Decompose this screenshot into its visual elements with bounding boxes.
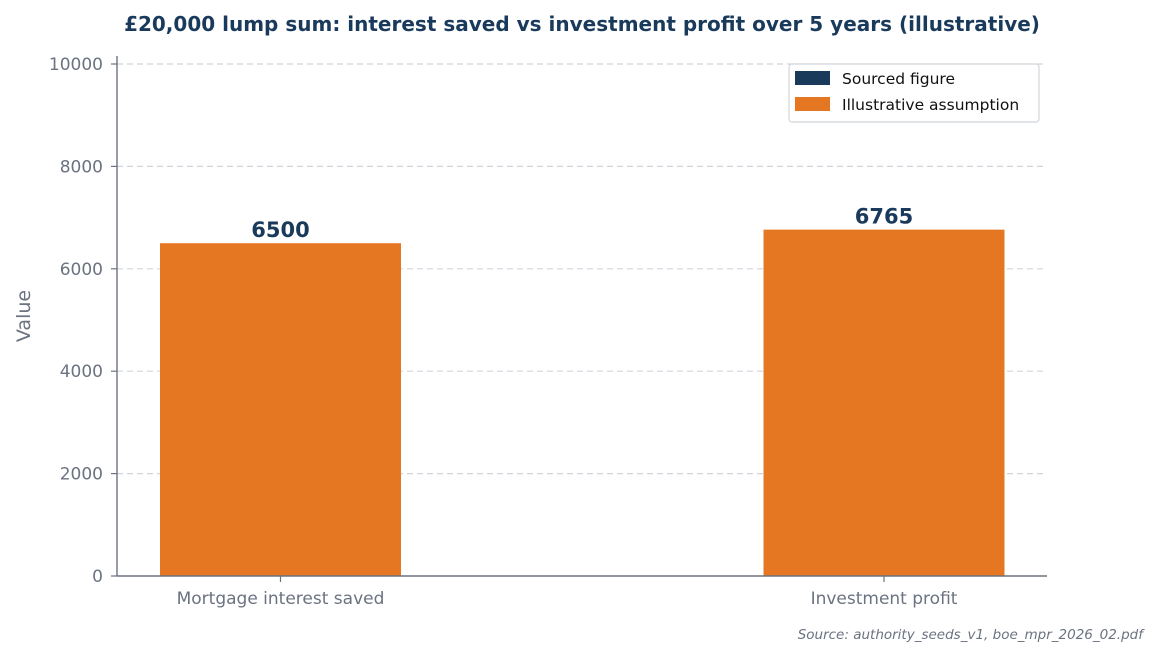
bar-0 (160, 243, 401, 576)
axes (116, 56, 1047, 577)
x-tick-label-0: Mortgage interest saved (177, 589, 385, 609)
y-tick-label-2: 4000 (60, 362, 103, 382)
source-note: Source: authority_seeds_v1, boe_mpr_2026… (798, 627, 1146, 643)
data-labels: 6500 6765 (251, 205, 913, 243)
y-ticks: 0 2000 4000 6000 8000 10000 (49, 55, 117, 587)
y-tick-label-5: 10000 (49, 55, 103, 75)
y-axis-label: Value (13, 290, 35, 342)
legend-label-sourced: Sourced figure (842, 70, 955, 88)
y-tick-label-1: 2000 (60, 465, 103, 485)
legend: Sourced figure Illustrative assumption (788, 63, 1040, 123)
legend-swatch-illustrative (795, 97, 830, 111)
y-tick-label-0: 0 (92, 567, 103, 587)
x-tick-label-1: Investment profit (811, 589, 958, 609)
data-label-0: 6500 (251, 218, 309, 242)
y-tick-label-4: 8000 (60, 157, 103, 177)
y-tick-label-3: 6000 (60, 260, 103, 280)
x-ticks: Mortgage interest saved Investment profit (177, 576, 958, 609)
bar-1 (763, 229, 1005, 576)
legend-swatch-sourced (795, 71, 830, 85)
chart-title: £20,000 lump sum: interest saved vs inve… (124, 12, 1040, 36)
bars (160, 229, 1005, 576)
legend-label-illustrative: Illustrative assumption (842, 96, 1019, 114)
data-label-1: 6765 (855, 205, 913, 229)
legend-box (788, 63, 1040, 123)
